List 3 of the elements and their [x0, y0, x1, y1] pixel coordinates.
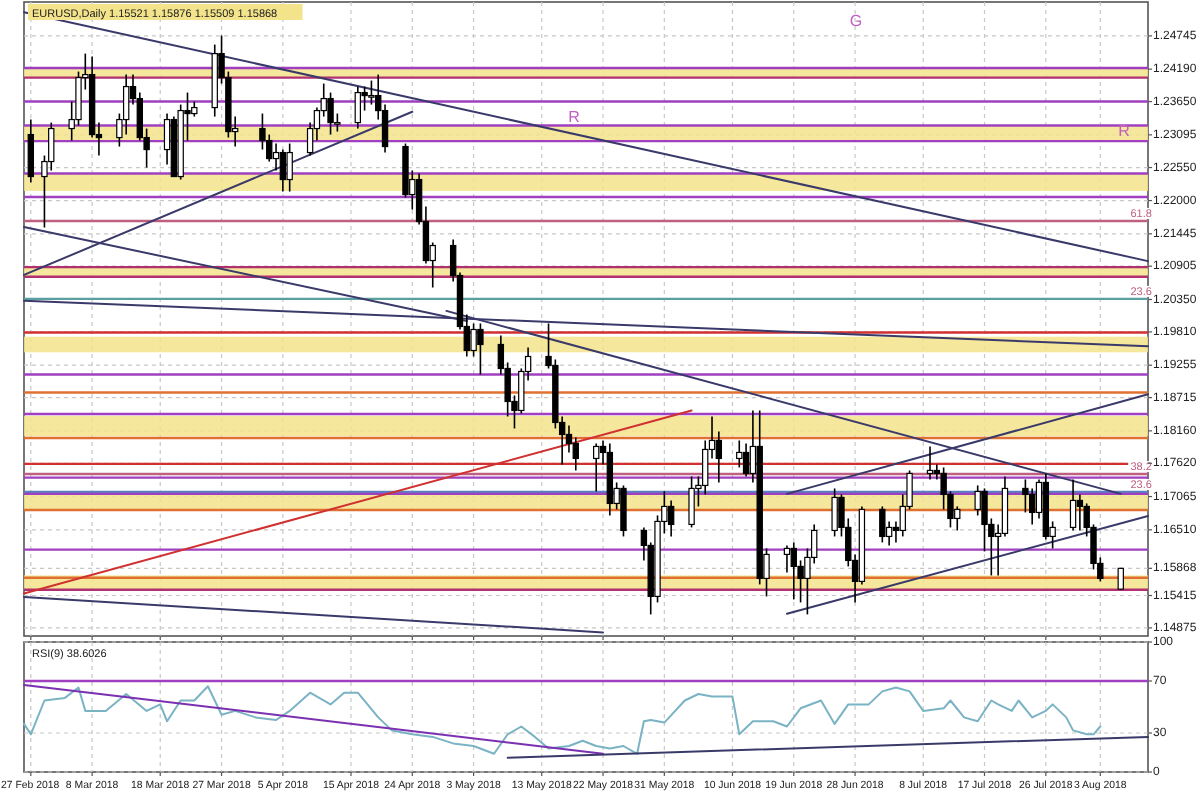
annotation: R: [568, 108, 581, 127]
annotation: R: [1118, 122, 1131, 141]
annotation: G: [849, 12, 863, 31]
